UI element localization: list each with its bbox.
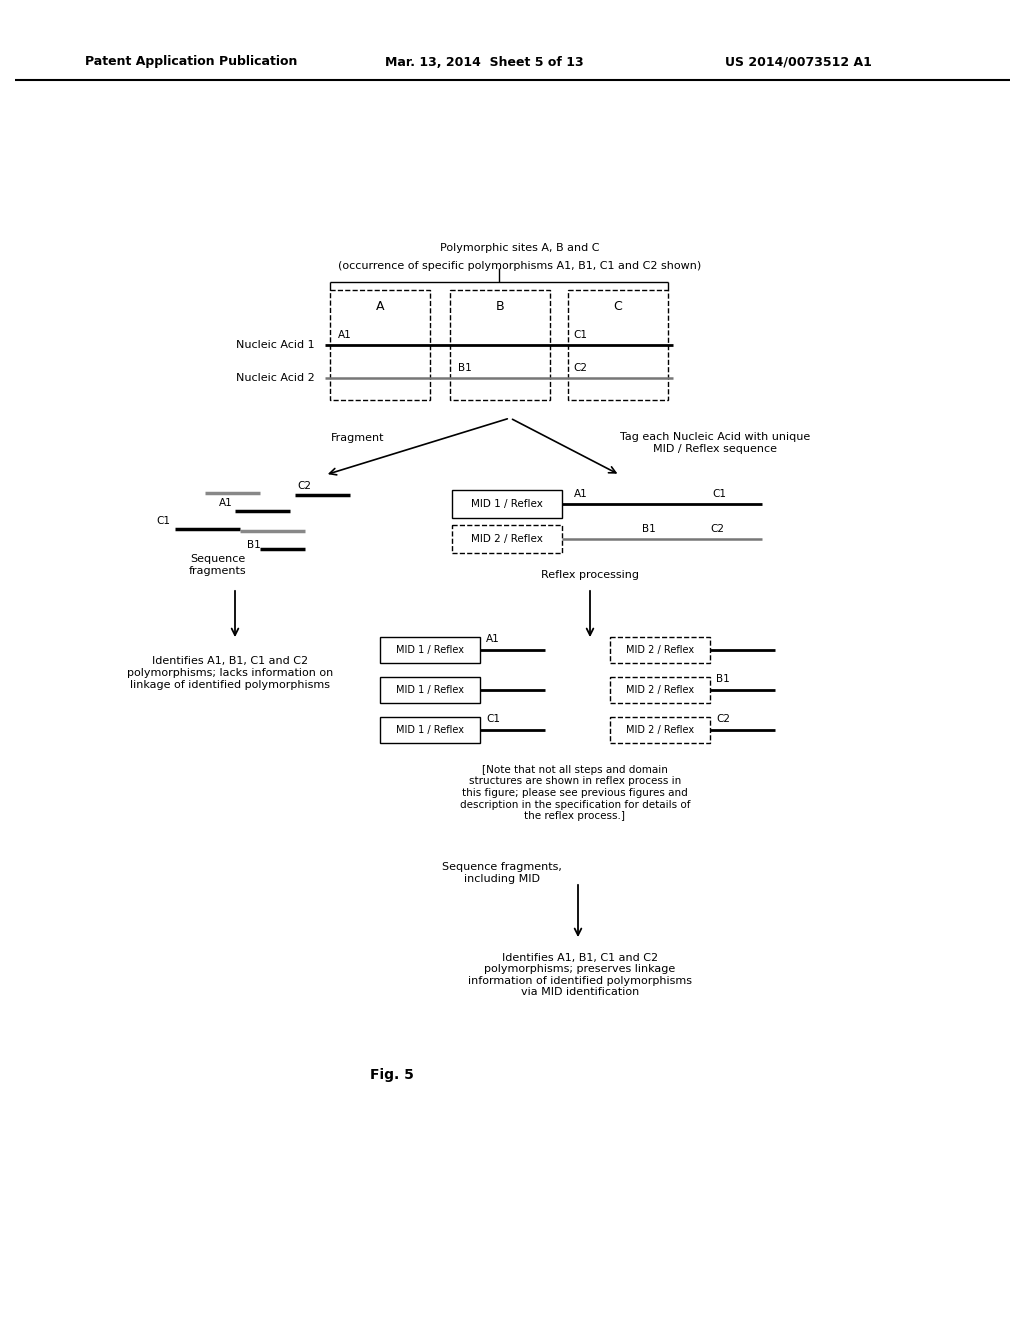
Text: C2: C2: [710, 524, 724, 535]
Text: A1: A1: [338, 330, 352, 341]
Bar: [380, 717, 480, 743]
Text: A1: A1: [219, 498, 233, 508]
Text: Mar. 13, 2014  Sheet 5 of 13: Mar. 13, 2014 Sheet 5 of 13: [385, 55, 584, 69]
Bar: [610, 638, 710, 663]
Text: B: B: [496, 300, 504, 313]
Bar: [450, 290, 550, 400]
Text: Tag each Nucleic Acid with unique
MID / Reflex sequence: Tag each Nucleic Acid with unique MID / …: [620, 432, 810, 454]
Text: Reflex processing: Reflex processing: [541, 570, 639, 579]
Text: MID 1 / Reflex: MID 1 / Reflex: [396, 645, 464, 655]
Text: Polymorphic sites A, B and C: Polymorphic sites A, B and C: [440, 243, 600, 253]
Bar: [452, 490, 562, 517]
Text: Fragment: Fragment: [331, 433, 385, 444]
Text: B1: B1: [642, 524, 655, 535]
Text: MID 1 / Reflex: MID 1 / Reflex: [396, 725, 464, 735]
Text: MID 1 / Reflex: MID 1 / Reflex: [471, 499, 543, 510]
Text: C1: C1: [486, 714, 500, 723]
Text: Identifies A1, B1, C1 and C2
polymorphisms; preserves linkage
information of ide: Identifies A1, B1, C1 and C2 polymorphis…: [468, 953, 692, 998]
Bar: [452, 525, 562, 553]
Text: Patent Application Publication: Patent Application Publication: [85, 55, 297, 69]
Text: C: C: [613, 300, 623, 313]
Text: Sequence
fragments: Sequence fragments: [189, 554, 247, 576]
Text: Nucleic Acid 2: Nucleic Acid 2: [237, 374, 315, 383]
Text: MID 2 / Reflex: MID 2 / Reflex: [626, 725, 694, 735]
Text: A1: A1: [486, 634, 500, 644]
Text: A1: A1: [574, 488, 588, 499]
Text: Nucleic Acid 1: Nucleic Acid 1: [237, 341, 315, 350]
Text: [Note that not all steps and domain
structures are shown in reflex process in
th: [Note that not all steps and domain stru…: [460, 764, 690, 821]
Text: MID 2 / Reflex: MID 2 / Reflex: [626, 685, 694, 696]
Text: C2: C2: [716, 714, 730, 723]
Text: MID 1 / Reflex: MID 1 / Reflex: [396, 685, 464, 696]
Bar: [568, 290, 668, 400]
Text: A: A: [376, 300, 384, 313]
Text: C1: C1: [156, 516, 170, 525]
Text: (occurrence of specific polymorphisms A1, B1, C1 and C2 shown): (occurrence of specific polymorphisms A1…: [338, 261, 701, 271]
Text: Identifies A1, B1, C1 and C2
polymorphisms; lacks information on
linkage of iden: Identifies A1, B1, C1 and C2 polymorphis…: [127, 656, 333, 689]
Text: C2: C2: [573, 363, 587, 374]
Bar: [380, 638, 480, 663]
Bar: [610, 717, 710, 743]
Text: MID 2 / Reflex: MID 2 / Reflex: [626, 645, 694, 655]
Text: C1: C1: [573, 330, 587, 341]
Text: US 2014/0073512 A1: US 2014/0073512 A1: [725, 55, 871, 69]
Text: B1: B1: [247, 540, 261, 550]
Text: B1: B1: [716, 675, 730, 684]
Text: Sequence fragments,
including MID: Sequence fragments, including MID: [442, 862, 562, 884]
Text: MID 2 / Reflex: MID 2 / Reflex: [471, 535, 543, 544]
Bar: [330, 290, 430, 400]
Text: Fig. 5: Fig. 5: [370, 1068, 414, 1082]
Text: C1: C1: [712, 488, 726, 499]
Text: B1: B1: [458, 363, 472, 374]
Bar: [610, 677, 710, 704]
Bar: [380, 677, 480, 704]
Text: C2: C2: [297, 480, 311, 491]
